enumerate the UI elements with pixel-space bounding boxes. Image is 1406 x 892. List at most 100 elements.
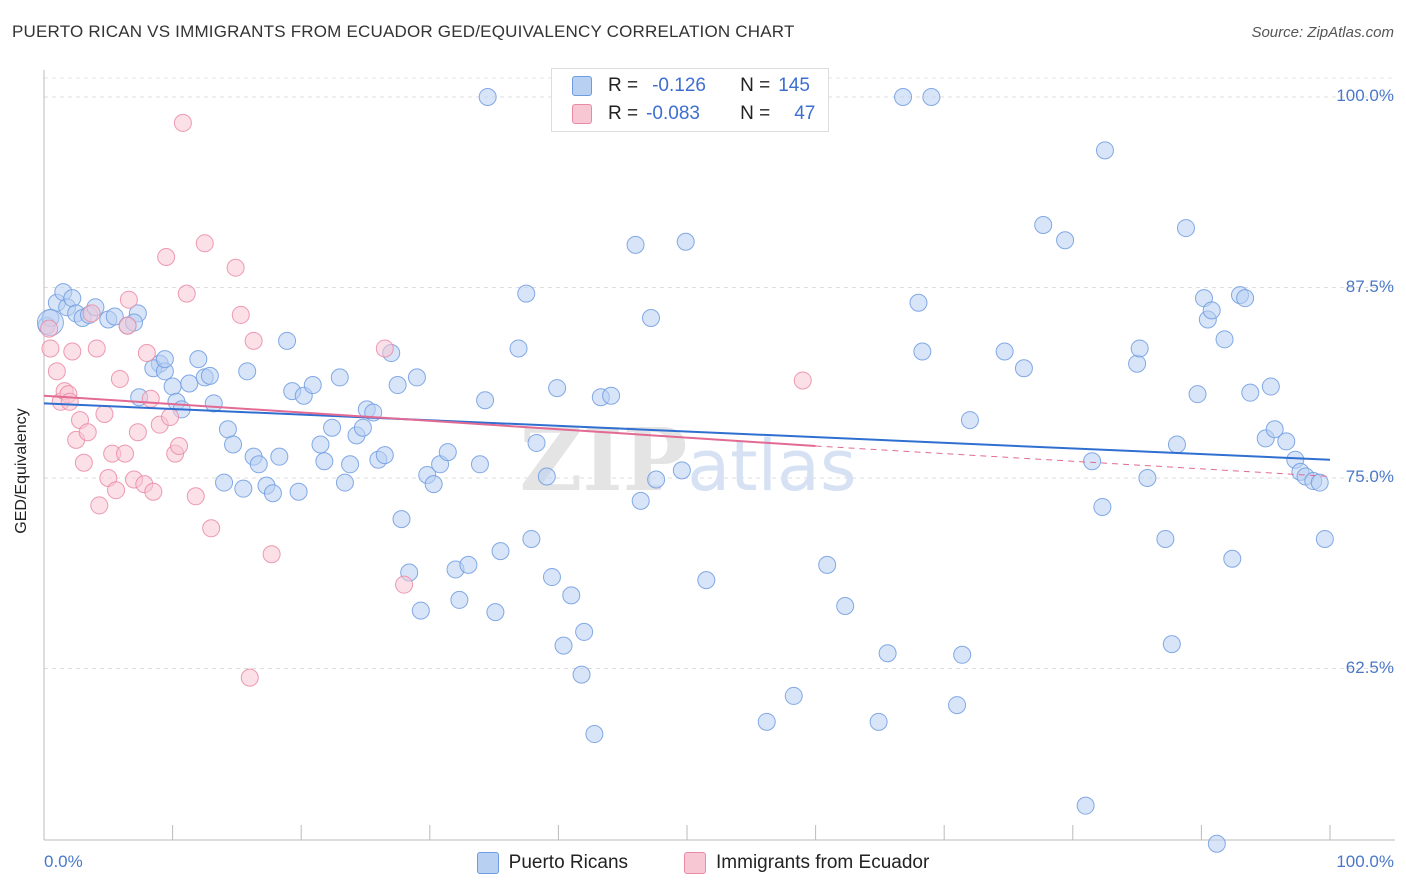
data-point xyxy=(119,290,138,309)
data-point xyxy=(647,470,666,489)
legend-label: Immigrants from Ecuador xyxy=(716,852,930,873)
data-point xyxy=(1188,385,1207,404)
axes xyxy=(43,70,1395,841)
data-point xyxy=(144,482,163,501)
data-point xyxy=(960,411,979,430)
data-point xyxy=(542,568,561,587)
legend-n-label: N = xyxy=(740,103,771,124)
data-point xyxy=(1277,432,1296,451)
data-point xyxy=(562,586,581,605)
data-point xyxy=(161,408,180,427)
data-point xyxy=(215,473,234,492)
data-point xyxy=(1095,141,1114,160)
data-point xyxy=(1207,834,1226,853)
data-point xyxy=(585,725,604,744)
legend-row-ecuador: R = -0.083 N = 47 xyxy=(572,101,815,127)
data-point xyxy=(913,342,932,361)
data-point xyxy=(1156,529,1175,548)
watermark-zip: ZIP xyxy=(520,410,688,511)
data-point xyxy=(1236,289,1255,308)
data-point xyxy=(289,482,308,501)
legend-r-label: R = xyxy=(608,103,639,124)
data-point xyxy=(118,316,137,335)
data-point xyxy=(517,284,536,303)
chart-title: PUERTO RICAN VS IMMIGRANTS FROM ECUADOR … xyxy=(12,22,795,41)
data-point xyxy=(948,696,967,715)
data-point xyxy=(87,339,106,358)
data-point xyxy=(375,339,394,358)
legend-r-value: -0.126 xyxy=(652,75,706,96)
data-point xyxy=(105,307,124,326)
data-point xyxy=(1215,330,1234,349)
data-point xyxy=(311,435,330,454)
data-point xyxy=(459,555,478,574)
data-point xyxy=(836,597,855,616)
data-point xyxy=(303,376,322,395)
data-point xyxy=(173,113,192,132)
series-legend: Puerto Ricans Immigrants from Ecuador xyxy=(0,852,1406,874)
data-point xyxy=(575,622,594,641)
legend-swatch-pink xyxy=(572,104,592,124)
data-point xyxy=(527,433,546,452)
trend-line-puerto-ricans xyxy=(43,402,1331,461)
data-point xyxy=(107,481,126,500)
legend-row-puerto-ricans: R = -0.126 N = 145 xyxy=(572,73,810,99)
source-credit: Source: ZipAtlas.com xyxy=(1251,24,1394,41)
data-point xyxy=(74,453,93,472)
data-point xyxy=(41,339,60,358)
data-point xyxy=(157,248,176,267)
data-point xyxy=(438,443,457,462)
data-point xyxy=(1162,635,1181,654)
data-point xyxy=(602,386,621,405)
data-point xyxy=(509,339,528,358)
data-point xyxy=(697,571,716,590)
data-point xyxy=(995,342,1014,361)
legend-item-ecuador[interactable]: Immigrants from Ecuador xyxy=(684,852,929,874)
series-immigrants-ecuador xyxy=(40,113,812,687)
data-point xyxy=(244,331,263,350)
data-point xyxy=(793,371,812,390)
data-point xyxy=(407,368,426,387)
data-point xyxy=(226,258,245,277)
data-point xyxy=(1202,301,1221,320)
data-point xyxy=(1176,219,1195,238)
data-point xyxy=(202,519,221,538)
legend-label: Puerto Ricans xyxy=(508,852,629,873)
data-point xyxy=(278,331,297,350)
data-point xyxy=(323,418,342,437)
data-point xyxy=(218,420,237,439)
data-point xyxy=(163,377,182,396)
data-point xyxy=(537,467,556,486)
data-point xyxy=(1083,452,1102,471)
data-point xyxy=(224,435,243,454)
data-point xyxy=(189,350,208,369)
y-tick-label: 87.5% xyxy=(1345,276,1394,296)
data-point xyxy=(262,545,281,564)
y-tick-label: 62.5% xyxy=(1345,657,1394,677)
data-point xyxy=(63,342,82,361)
data-point xyxy=(909,293,928,312)
data-point xyxy=(270,447,289,466)
data-point xyxy=(231,305,250,324)
data-point xyxy=(450,590,469,609)
legend-item-puerto-ricans[interactable]: Puerto Ricans xyxy=(476,852,629,874)
data-point xyxy=(388,376,407,395)
data-point xyxy=(476,391,495,410)
data-point xyxy=(1034,216,1053,235)
data-point xyxy=(878,644,897,663)
data-point xyxy=(554,636,573,655)
legend-swatch-blue xyxy=(476,852,499,874)
data-point xyxy=(234,479,253,498)
data-point xyxy=(341,455,360,474)
trend-line-ecuador xyxy=(43,394,816,447)
data-point xyxy=(676,232,695,251)
legend-swatch-blue xyxy=(572,76,592,96)
data-point xyxy=(1130,339,1149,358)
data-point xyxy=(116,444,135,463)
data-point xyxy=(641,308,660,327)
data-point xyxy=(1138,469,1157,487)
data-point xyxy=(204,394,223,413)
data-point xyxy=(572,665,591,684)
trend-lines xyxy=(43,394,1331,477)
data-point xyxy=(894,88,913,106)
